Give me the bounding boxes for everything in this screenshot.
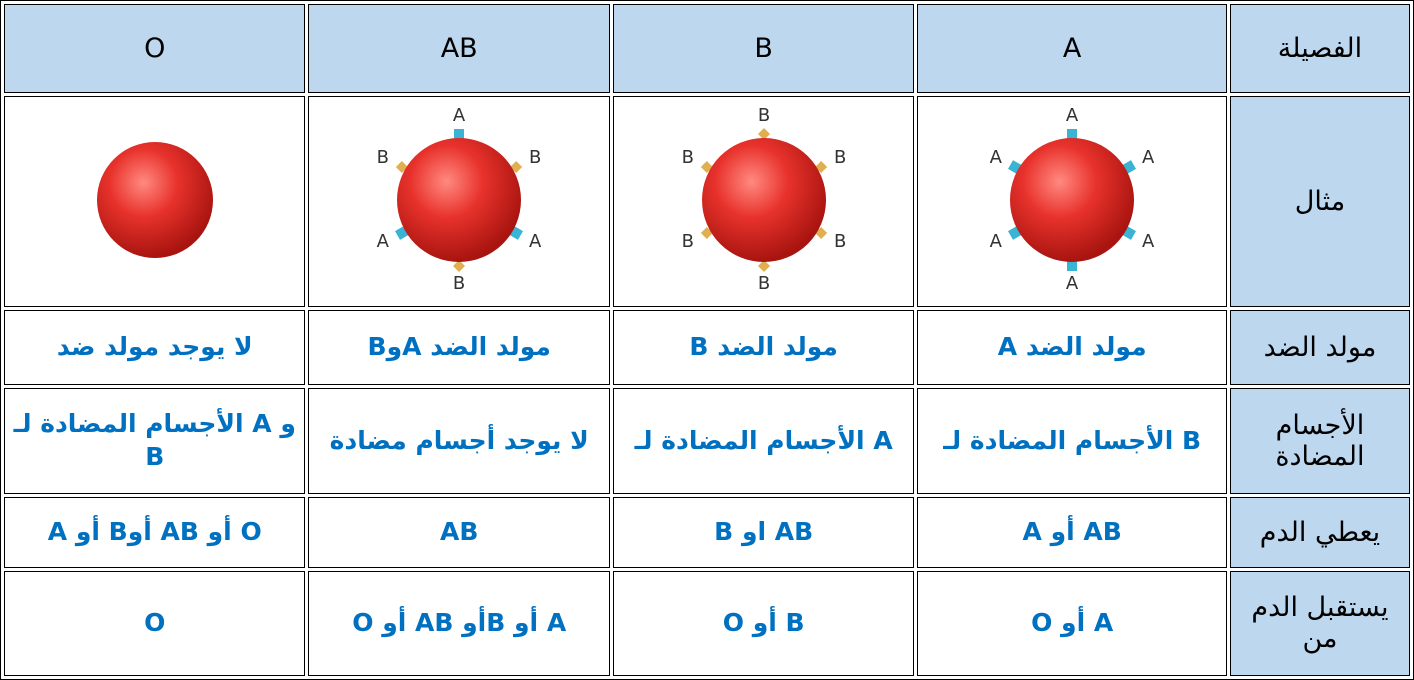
header-cell: O <box>4 4 306 94</box>
antigen-label: B <box>757 105 769 126</box>
value-cell: B أو O <box>612 570 915 676</box>
value-cell: A أو Bأو AB أو O <box>308 570 610 676</box>
blood-cell-illustration: B B B B B B <box>681 105 846 294</box>
value-cell: A أو AB <box>917 496 1227 568</box>
value-cell: لا يوجد أجسام مضادة <box>308 388 610 494</box>
header-cell: A <box>917 4 1227 94</box>
table-row: مثال A A A A A A B B B B B B A B A B A B <box>4 96 1410 308</box>
antigen-label: B <box>529 147 541 168</box>
antigen <box>757 259 770 272</box>
value-cell: A أو O <box>917 570 1227 676</box>
red-blood-cell <box>701 137 826 262</box>
antigen-label: B <box>834 147 846 168</box>
antigen <box>814 160 827 173</box>
table-body: الفصيلة A B AB O مثال A A A A A A B B B B B B A B A B A B مولد ا… <box>4 4 1410 676</box>
header-row: الفصيلة A B AB O <box>4 4 1410 94</box>
antigen-label: B <box>377 147 389 168</box>
image-cell: A B A B A B <box>308 96 610 308</box>
value-cell: الأجسام المضادة لـ A <box>612 388 915 494</box>
antigen <box>700 160 713 173</box>
antigen <box>454 128 465 139</box>
antigen-label: B <box>681 231 693 252</box>
value-cell: AB <box>308 496 610 568</box>
antigen-label: A <box>453 105 466 126</box>
antigen-label: B <box>453 273 465 294</box>
antigen-label: A <box>990 147 1003 168</box>
antigen-label: A <box>990 231 1003 252</box>
value-cell: لا يوجد مولد ضد <box>4 310 306 386</box>
antigen <box>1067 128 1078 139</box>
image-cell: A A A A A A <box>917 96 1227 308</box>
antigen-label: A <box>1142 147 1155 168</box>
value-cell: A أو Bأو AB أو O <box>4 496 306 568</box>
value-cell: الأجسام المضادة لـ B <box>917 388 1227 494</box>
value-cell: O <box>4 570 306 676</box>
blood-cell-illustration: A B A B A B <box>377 105 542 294</box>
antigen-label: B <box>834 231 846 252</box>
antigen <box>510 160 523 173</box>
antigen <box>1067 260 1078 271</box>
value-cell: مولد الضد B <box>612 310 915 386</box>
row-label: يعطي الدم <box>1229 496 1410 568</box>
red-blood-cell <box>1010 137 1135 262</box>
header-cell: الفصيلة <box>1229 4 1410 94</box>
blood-cell-illustration: A A A A A A <box>990 105 1155 294</box>
row-label: يستقبل الدم من <box>1229 570 1410 676</box>
antigen <box>453 259 466 272</box>
antigen-label: A <box>1142 231 1155 252</box>
antigen <box>814 226 827 239</box>
red-blood-cell <box>96 141 213 258</box>
value-cell: مولد الضد A <box>917 310 1227 386</box>
value-cell: مولد الضد AوB <box>308 310 610 386</box>
antigen-label: B <box>681 147 693 168</box>
table-row: الأجسام المضادة الأجسام المضادة لـ B الأجس… <box>4 388 1410 494</box>
header-cell: B <box>612 4 915 94</box>
image-cell: B B B B B B <box>612 96 915 308</box>
antigen-label: B <box>757 273 769 294</box>
antigen-label: A <box>1066 105 1079 126</box>
image-cell <box>4 96 306 308</box>
antigen-label: A <box>529 231 542 252</box>
row-label: الأجسام المضادة <box>1229 388 1410 494</box>
value-cell: B او AB <box>612 496 915 568</box>
value-cell: الأجسام المضادة لـ A و B <box>4 388 306 494</box>
red-blood-cell <box>397 137 522 262</box>
table-row: مولد الضد مولد الضد A مولد الضد B مولد الضد… <box>4 310 1410 386</box>
antigen <box>700 226 713 239</box>
blood-cell-illustration <box>96 141 213 258</box>
row-label: مولد الضد <box>1229 310 1410 386</box>
table-row: يعطي الدم A أو AB B او AB AB A أو Bأو AB أو … <box>4 496 1410 568</box>
antigen <box>757 127 770 140</box>
antigen-label: A <box>377 231 390 252</box>
row-label: مثال <box>1229 96 1410 308</box>
header-cell: AB <box>308 4 610 94</box>
antigen-label: A <box>1066 273 1079 294</box>
